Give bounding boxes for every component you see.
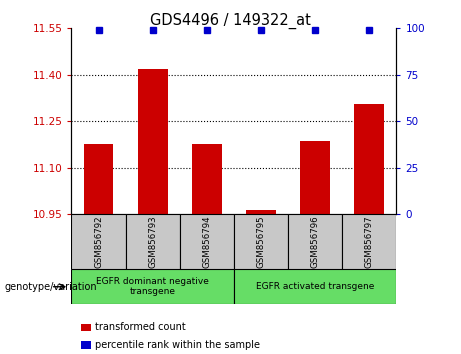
- Bar: [180, 214, 234, 269]
- Text: transformed count: transformed count: [95, 322, 186, 332]
- Bar: [234, 269, 396, 304]
- Text: GSM856793: GSM856793: [148, 215, 157, 268]
- Bar: [342, 214, 396, 269]
- Bar: [246, 210, 276, 214]
- Bar: [234, 214, 288, 269]
- Bar: [81, 341, 91, 349]
- Bar: [192, 144, 222, 214]
- Text: EGFR activated transgene: EGFR activated transgene: [256, 282, 374, 291]
- Text: GDS4496 / 149322_at: GDS4496 / 149322_at: [150, 12, 311, 29]
- Bar: [138, 69, 168, 214]
- Text: GSM856796: GSM856796: [311, 215, 320, 268]
- Bar: [71, 269, 234, 304]
- Text: GSM856795: GSM856795: [256, 215, 266, 268]
- Bar: [83, 144, 113, 214]
- Bar: [355, 104, 384, 214]
- Text: GSM856792: GSM856792: [94, 215, 103, 268]
- Bar: [71, 214, 125, 269]
- Bar: [288, 214, 342, 269]
- Text: EGFR dominant negative
transgene: EGFR dominant negative transgene: [96, 277, 209, 296]
- Bar: [81, 324, 91, 331]
- Bar: [300, 141, 330, 214]
- Text: genotype/variation: genotype/variation: [5, 282, 97, 292]
- Text: percentile rank within the sample: percentile rank within the sample: [95, 340, 260, 350]
- Bar: [125, 214, 180, 269]
- Text: GSM856797: GSM856797: [365, 215, 374, 268]
- Text: GSM856794: GSM856794: [202, 215, 212, 268]
